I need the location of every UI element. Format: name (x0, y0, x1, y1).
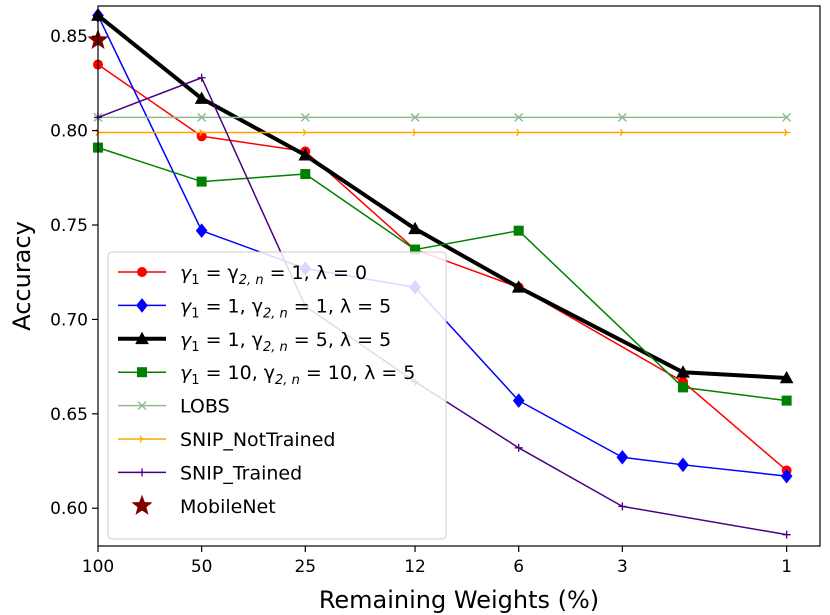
y-tick-label: 0.60 (50, 499, 88, 519)
data-point (302, 128, 310, 137)
data-point (619, 128, 627, 137)
legend-item: γ1 = 1, γ2, n = 1, λ = 5 (118, 295, 391, 321)
legend-box (107, 251, 447, 540)
data-point (780, 468, 793, 484)
y-tick-label: 0.85 (50, 27, 88, 47)
data-point (300, 112, 310, 122)
series-5 (95, 128, 791, 137)
data-point (513, 225, 524, 236)
legend-item: SNIP_Trained (118, 462, 302, 484)
x-tick-label: 12 (404, 557, 426, 577)
legend-marker (138, 468, 146, 477)
data-point (300, 169, 311, 180)
data-point (516, 128, 523, 137)
legend-marker (137, 367, 147, 378)
legend-item: LOBS (118, 396, 230, 418)
data-point (514, 443, 523, 452)
data-point (784, 128, 791, 137)
data-point (408, 221, 422, 235)
data-point (779, 370, 794, 384)
legend-item: γ1 = 10, γ2, n = 10, λ = 5 (118, 362, 415, 388)
data-point (195, 223, 208, 238)
x-axis-label: Remaining Weights (%) (319, 586, 599, 614)
data-point (197, 73, 206, 82)
legend-label: γ1 = 10, γ2, n = 10, λ = 5 (180, 362, 415, 388)
data-point (298, 148, 313, 161)
data-point (511, 280, 526, 293)
x-tick-label: 3 (617, 557, 628, 577)
y-tick-label: 0.80 (50, 122, 88, 142)
series-line (97, 15, 787, 477)
legend-label: SNIP_NotTrained (180, 429, 335, 451)
plot-frame (97, 5, 821, 547)
legend-marker (139, 435, 146, 443)
data-point (677, 382, 688, 393)
plot-layer (87, 8, 794, 539)
legend-label: γ1 = 1, γ2, n = 1, λ = 5 (180, 295, 391, 321)
series-4 (93, 112, 792, 122)
data-point (194, 91, 209, 104)
legend-label: LOBS (180, 396, 230, 418)
x-tick-label: 1 (781, 557, 792, 577)
legend-marker (137, 401, 147, 411)
legend-item: γ1 = γ2, n = 1, λ = 0 (118, 262, 367, 288)
data-point (196, 176, 207, 187)
legend-marker (135, 331, 149, 345)
legend-marker (131, 494, 153, 515)
legend: γ1 = γ2, n = 1, λ = 0 γ1 = 1, γ2, n = 1, … (107, 251, 447, 540)
x-tick-label: 50 (191, 557, 213, 577)
data-point (616, 449, 629, 465)
x-tick-label: 100 (82, 557, 114, 577)
y-tick-label: 0.65 (50, 405, 88, 425)
legend-label: γ1 = γ2, n = 1, λ = 0 (180, 262, 367, 288)
y-axis-label: Accuracy (8, 221, 36, 331)
legend-marker (137, 267, 147, 277)
legend-label: MobileNet (180, 496, 276, 518)
legend-marker (136, 298, 148, 313)
legend-label: SNIP_Trained (180, 462, 302, 484)
data-point (199, 128, 206, 137)
data-point (782, 530, 791, 539)
data-point (514, 112, 524, 122)
legend-label: γ1 = 1, γ2, n = 5, λ = 5 (180, 329, 391, 355)
legend-item: SNIP_NotTrained (118, 429, 335, 451)
y-tick-label: 0.75 (50, 216, 88, 236)
data-point (677, 457, 689, 473)
data-point (676, 365, 690, 378)
data-point (781, 395, 792, 406)
data-point (412, 128, 420, 137)
data-point (617, 112, 627, 122)
data-point (782, 112, 792, 122)
x-tick-label: 6 (513, 557, 524, 577)
x-tick-label: 25 (294, 557, 316, 577)
data-point (618, 502, 627, 511)
data-point (197, 112, 207, 122)
data-point (512, 393, 525, 408)
y-tick-label: 0.70 (50, 310, 88, 330)
legend-item: γ1 = 1, γ2, n = 5, λ = 5 (118, 329, 391, 355)
axis-ticks: 0.60 0.65 0.70 0.75 0.80 0.85 100 50 25 12 6 3 1 (50, 27, 792, 577)
legend-item: MobileNet (131, 494, 276, 518)
data-point (410, 112, 420, 122)
